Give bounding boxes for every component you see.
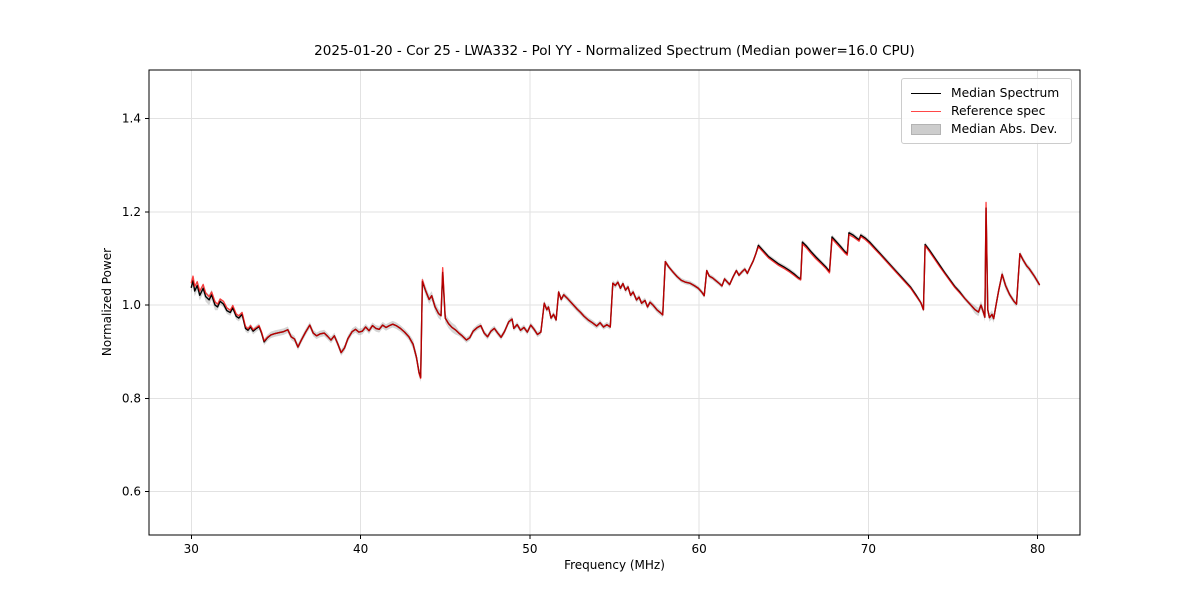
legend-label: Median Abs. Dev. <box>951 122 1058 136</box>
reference-spec-line <box>190 201 1041 379</box>
legend: Median Spectrum Reference spec Median Ab… <box>901 78 1072 144</box>
y-tick-label: 1.0 <box>122 298 141 312</box>
median-line-sample-icon <box>911 92 941 94</box>
x-tick-label: 60 <box>691 542 706 556</box>
axis-ticks <box>145 118 1039 539</box>
x-tick-label: 40 <box>353 542 368 556</box>
x-tick-labels: 30 40 50 60 70 80 <box>184 542 1046 556</box>
mad-band <box>191 203 1040 383</box>
median-spectrum-line <box>190 207 1041 379</box>
y-axis-label: Normalized Power <box>100 247 114 357</box>
x-axis-label: Frequency (MHz) <box>564 558 665 572</box>
x-tick-label: 50 <box>522 542 537 556</box>
y-tick-label: 0.6 <box>122 485 141 499</box>
y-tick-labels: 0.6 0.8 1.0 1.2 1.4 <box>122 112 141 499</box>
x-tick-label: 30 <box>184 542 199 556</box>
legend-item-median-spectrum: Median Spectrum <box>911 84 1063 102</box>
chart-title: 2025-01-20 - Cor 25 - LWA332 - Pol YY - … <box>314 43 915 59</box>
gridlines <box>149 70 1080 535</box>
legend-item-reference-spec: Reference spec <box>911 102 1063 120</box>
mad-band-sample-icon <box>911 123 941 135</box>
legend-item-mad: Median Abs. Dev. <box>911 120 1063 138</box>
legend-label: Reference spec <box>951 104 1046 118</box>
y-tick-label: 1.4 <box>122 112 141 126</box>
x-tick-label: 80 <box>1030 542 1045 556</box>
y-tick-label: 0.8 <box>122 391 141 405</box>
legend-label: Median Spectrum <box>951 86 1060 100</box>
x-tick-label: 70 <box>861 542 876 556</box>
reference-line-sample-icon <box>911 110 941 112</box>
y-tick-label: 1.2 <box>122 205 141 219</box>
axes-frame <box>148 69 1081 536</box>
